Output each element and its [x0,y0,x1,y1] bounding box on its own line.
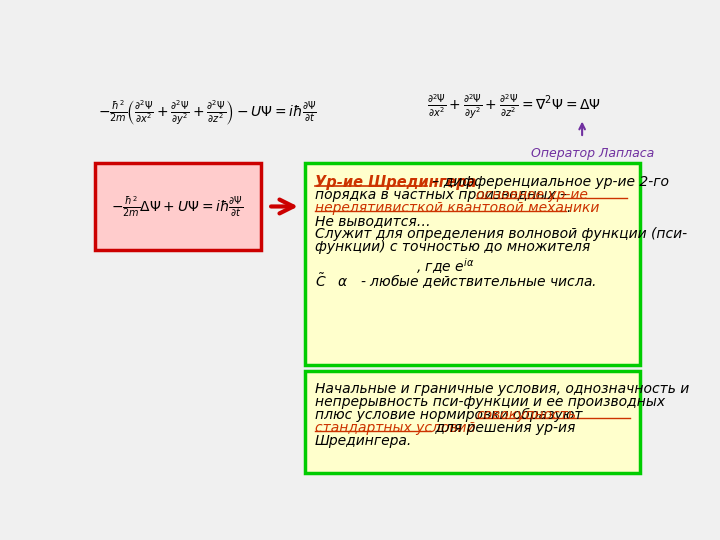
Text: Начальные и граничные условия, однозначность и: Начальные и граничные условия, однозначн… [315,382,689,396]
Text: Служит для определения волновой функции (пси-: Служит для определения волновой функции … [315,227,687,241]
Text: , где $e^{i\alpha}$: , где $e^{i\alpha}$ [415,256,474,276]
Text: Оператор Лапласа: Оператор Лапласа [531,147,654,160]
Text: .: . [566,201,570,215]
FancyBboxPatch shape [305,372,640,473]
Text: $\tilde{C}$   $\alpha$   - любые действительные числа.: $\tilde{C}$ $\alpha$ - любые действитель… [315,271,596,291]
Text: совокупность: совокупность [476,408,576,422]
Text: Шредингера.: Шредингера. [315,434,412,448]
Text: для решения ур-ия: для решения ур-ия [431,421,575,435]
FancyBboxPatch shape [305,164,640,365]
Text: функции) с точностью до множителя: функции) с точностью до множителя [315,240,590,254]
Text: $-\frac{\hbar^2}{2m}\Delta\Psi+U\Psi=i\hbar\frac{\partial\Psi}{\partial t}$: $-\frac{\hbar^2}{2m}\Delta\Psi+U\Psi=i\h… [112,194,244,219]
Text: нерелятивисткой квантовой механики: нерелятивисткой квантовой механики [315,201,599,215]
Text: порядка в частных производных –: порядка в частных производных – [315,188,571,202]
Text: Не выводится…: Не выводится… [315,214,431,228]
Text: – дифференциальное ур-ие 2-го: – дифференциальное ур-ие 2-го [428,175,669,189]
Text: основное ур-ие: основное ур-ие [476,188,588,202]
Text: $\frac{\partial^2\Psi}{\partial x^2}+\frac{\partial^2\Psi}{\partial y^2}+\frac{\: $\frac{\partial^2\Psi}{\partial x^2}+\fr… [427,93,601,121]
Text: стандартных условий: стандартных условий [315,421,475,435]
Text: Ур-ие Шредингера: Ур-ие Шредингера [315,175,477,190]
Text: плюс условие нормировки образуют: плюс условие нормировки образуют [315,408,587,422]
Text: непрерывность пси-функции и ее производных: непрерывность пси-функции и ее производн… [315,395,665,409]
Text: $-\frac{\hbar^2}{2m}\left(\frac{\partial^2\Psi}{\partial x^2}+\frac{\partial^2\P: $-\frac{\hbar^2}{2m}\left(\frac{\partial… [98,98,317,127]
FancyBboxPatch shape [94,164,261,249]
